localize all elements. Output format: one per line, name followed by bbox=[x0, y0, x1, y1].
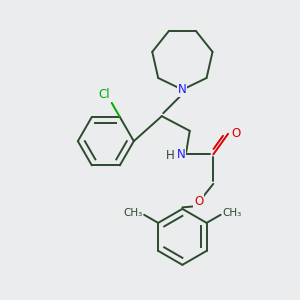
Text: H: H bbox=[166, 149, 175, 162]
Text: N: N bbox=[176, 148, 185, 161]
Text: N: N bbox=[178, 83, 187, 96]
Text: CH₃: CH₃ bbox=[123, 208, 143, 218]
Text: CH₃: CH₃ bbox=[222, 208, 242, 218]
Text: Cl: Cl bbox=[99, 88, 110, 101]
Text: O: O bbox=[231, 127, 240, 140]
Text: O: O bbox=[194, 195, 203, 208]
